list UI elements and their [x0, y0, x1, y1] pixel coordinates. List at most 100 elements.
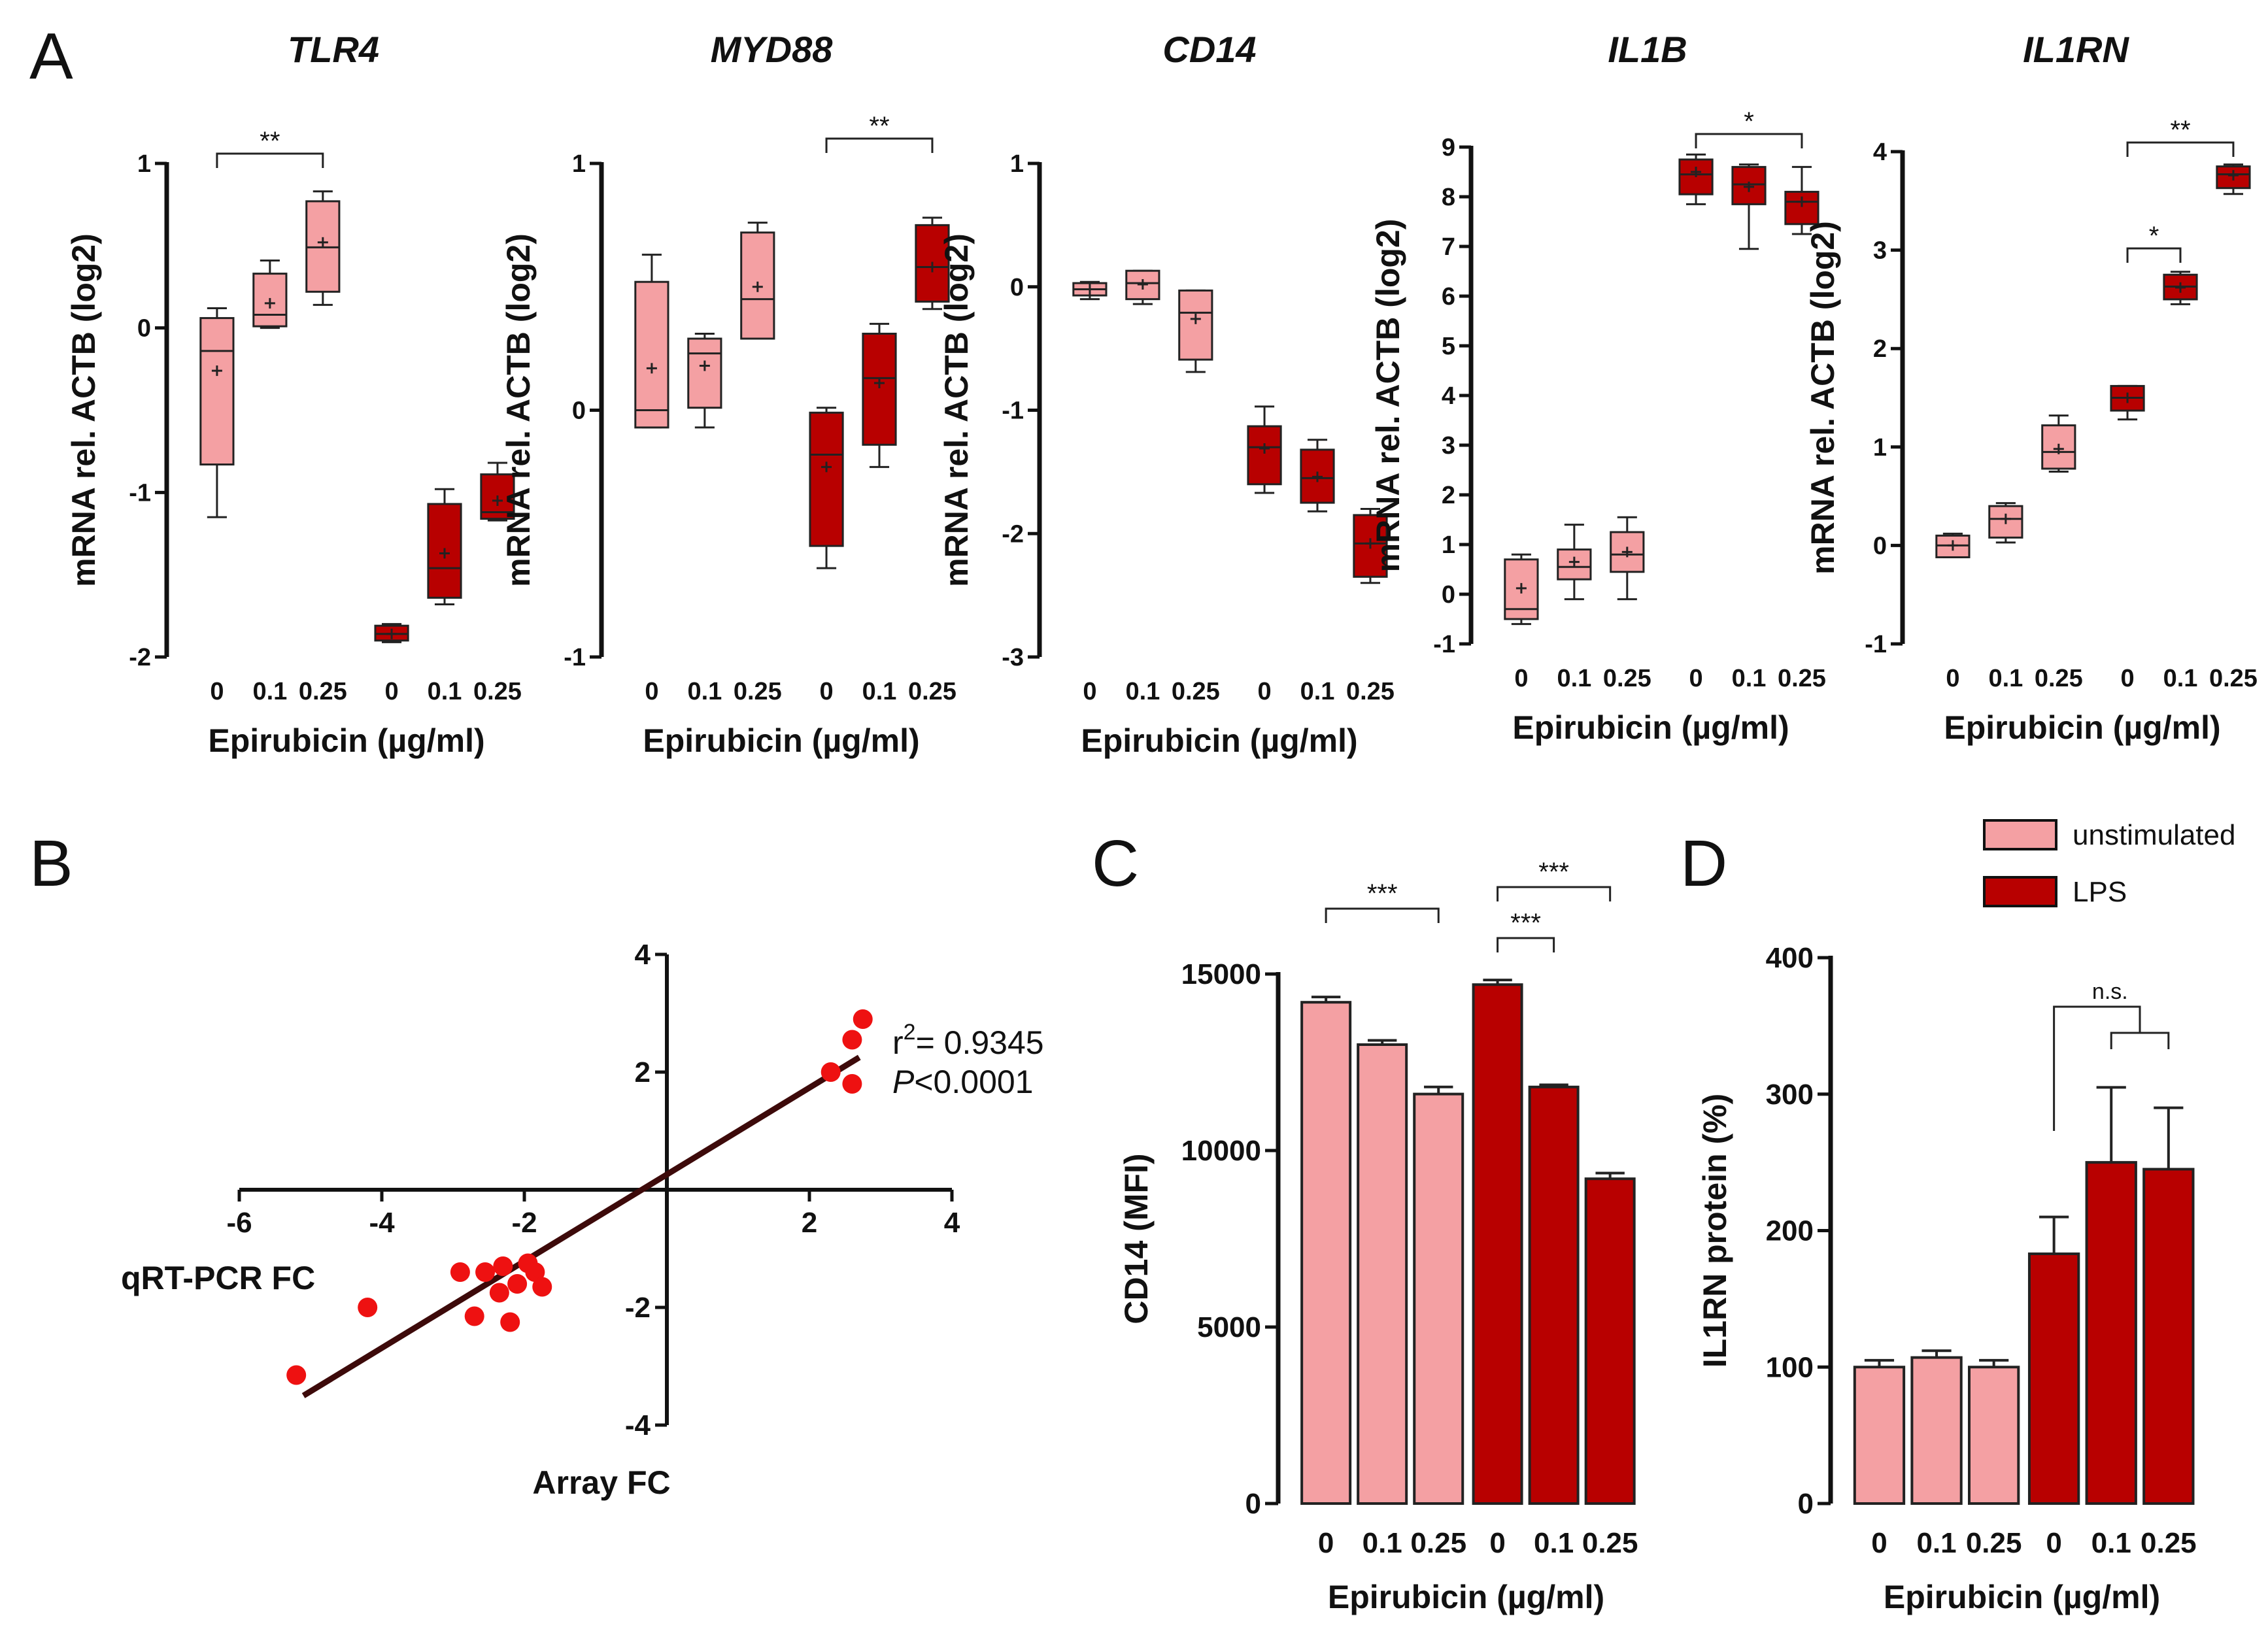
- chart-d-ytick-label: 400: [1766, 942, 1814, 974]
- chart-d-xtick-label: 0: [1871, 1527, 1887, 1559]
- chart-d-xtick-label: 0.25: [2141, 1527, 2197, 1559]
- legend-swatch-lps: [1983, 876, 2057, 907]
- box-iqr: [862, 332, 897, 446]
- chart-b-data-point: [358, 1298, 378, 1317]
- chart-b-ytick-label: -2: [625, 1292, 651, 1324]
- chart-a5-box: [2163, 271, 2198, 305]
- chart-a3-xtick-label: 0: [1083, 678, 1096, 705]
- chart-d-bar-group: [2085, 1086, 2137, 1505]
- chart-c-significance: ***: [1325, 879, 1440, 923]
- chart-a2-xtick-label: 0.25: [908, 678, 956, 705]
- chart-d-xtick-label: 0.1: [2091, 1527, 2131, 1559]
- chart-d-bar: [2085, 1161, 2137, 1505]
- chart-b-data-point: [464, 1306, 484, 1326]
- chart-c-xtick-label: 0.1: [1362, 1527, 1402, 1559]
- chart-a2-xtick-label: 0: [819, 678, 833, 705]
- chart-a4-box: [1678, 153, 1714, 205]
- chart-b-data-point: [853, 1009, 873, 1029]
- chart-b-x-axis-label: Array FC: [532, 1464, 670, 1501]
- chart-a5-box: [2041, 414, 2076, 473]
- chart-a4-ytick-label: 3: [1442, 432, 1455, 460]
- chart-a3-box: [1072, 280, 1108, 301]
- chart-a2-xtick-label: 0.1: [862, 678, 897, 705]
- chart-a5-box: [1935, 532, 1971, 558]
- box-iqr: [687, 337, 722, 409]
- chart-d-y-axis-label: IL1RN protein (%): [1697, 1094, 1733, 1368]
- chart-a2-box: [862, 322, 897, 468]
- chart-a4-title: IL1B: [1608, 29, 1687, 70]
- chart-b-ytick-label: -4: [625, 1409, 651, 1441]
- chart-a5-box: [2110, 384, 2145, 421]
- chart-a1-ytick-label: 0: [137, 315, 151, 343]
- chart-a4-significance: *: [1695, 107, 1803, 148]
- chart-a3-x-axis-label: Epirubicin (µg/ml): [1081, 722, 1357, 759]
- chart-b-data-point: [493, 1256, 513, 1276]
- chart-a3-ytick-label: 1: [1010, 150, 1024, 178]
- chart-a5-box: [1988, 502, 2023, 544]
- chart-a3-box: [1125, 269, 1160, 305]
- panel-letter-d: D: [1680, 827, 1727, 900]
- chart-b-regression-line: [301, 1054, 861, 1398]
- chart-a4-ytick-label: 7: [1442, 233, 1455, 261]
- chart-d-bar: [2142, 1168, 2195, 1505]
- chart-a4-ytick-label: 8: [1442, 184, 1455, 211]
- chart-c-bar: [1413, 1092, 1464, 1505]
- chart-a1-xtick-label: 0: [210, 678, 224, 705]
- chart-a3-box: [1300, 439, 1335, 513]
- chart-a5-xtick-label: 0: [1946, 665, 1959, 692]
- chart-a4-ytick-label: 2: [1442, 482, 1455, 509]
- chart-d: 0 100 200 300 400 0 0.1 0.25 0 0.1 0.25 IL1RN prote…: [1697, 942, 2197, 1615]
- chart-a3-title: CD14: [1162, 29, 1256, 70]
- chart-d-bar-group: [1910, 1349, 1963, 1505]
- significance-label: **: [2170, 116, 2190, 144]
- chart-b-ytick-label: 4: [635, 939, 651, 971]
- chart-c-bar-group: [1300, 996, 1352, 1505]
- panel-letter-a: A: [29, 20, 73, 93]
- box-iqr: [809, 411, 844, 547]
- chart-a2-box: [687, 332, 722, 429]
- chart-a3: CD14 -3 -2 -1 0 1 0 0.1 0.25 0 0.1 0.25 mRNA rel. AC…: [938, 29, 1395, 759]
- chart-c-bar-group: [1357, 1039, 1408, 1505]
- chart-a3-ytick-label: -1: [1002, 397, 1024, 425]
- chart-b-data-point: [489, 1283, 509, 1303]
- significance-bracket: [2053, 1005, 2141, 1131]
- chart-b-data-point: [286, 1365, 307, 1385]
- significance-label: *: [2149, 222, 2159, 250]
- chart-b-data-point: [475, 1262, 496, 1282]
- chart-a4-box: [1784, 165, 1819, 235]
- chart-d-bar-group: [2142, 1106, 2195, 1505]
- legend-label-unstimulated: unstimulated: [2073, 819, 2235, 851]
- chart-b-xtick-label: 4: [944, 1207, 960, 1239]
- chart-a4-ytick-label: 5: [1442, 333, 1455, 360]
- significance-label: **: [869, 112, 889, 141]
- chart-a1-ytick-label: -1: [129, 479, 151, 507]
- chart-c-significance: ***: [1497, 858, 1612, 901]
- chart-a2-title: MYD88: [711, 29, 834, 70]
- chart-a4-ytick-label: 4: [1442, 382, 1455, 410]
- chart-a4-xtick-label: 0.1: [1557, 665, 1591, 692]
- chart-d-bar-group: [1967, 1358, 2020, 1505]
- chart-a1-xtick-label: 0: [384, 678, 398, 705]
- chart-a1-box: [374, 623, 409, 643]
- chart-a3-ytick-label: -3: [1002, 644, 1024, 671]
- chart-a5-ytick-label: 0: [1873, 532, 1887, 560]
- chart-a4-ytick-label: 0: [1442, 581, 1455, 609]
- chart-a1-xtick-label: 0.1: [428, 678, 462, 705]
- chart-a4-xtick-label: 0.1: [1732, 665, 1767, 692]
- chart-a1-xtick-label: 0.25: [299, 678, 347, 705]
- chart-a4-box: [1557, 524, 1592, 601]
- chart-a2-xtick-label: 0: [645, 678, 658, 705]
- chart-a4-ytick-label: 6: [1442, 283, 1455, 311]
- chart-a2-box: [915, 216, 950, 311]
- chart-d-bar: [2027, 1252, 2080, 1505]
- p-value-label: P: [892, 1064, 915, 1100]
- chart-a1-box: [199, 307, 235, 518]
- significance-label: *: [1744, 107, 1754, 136]
- chart-a1-xtick-label: 0.1: [252, 678, 287, 705]
- chart-d-ytick-label: 0: [1798, 1488, 1814, 1520]
- significance-bracket: [1497, 886, 1612, 901]
- r-squared-label: r: [892, 1024, 904, 1061]
- chart-c-bar-group: [1584, 1171, 1636, 1505]
- chart-a3-ytick-label: 0: [1010, 274, 1024, 301]
